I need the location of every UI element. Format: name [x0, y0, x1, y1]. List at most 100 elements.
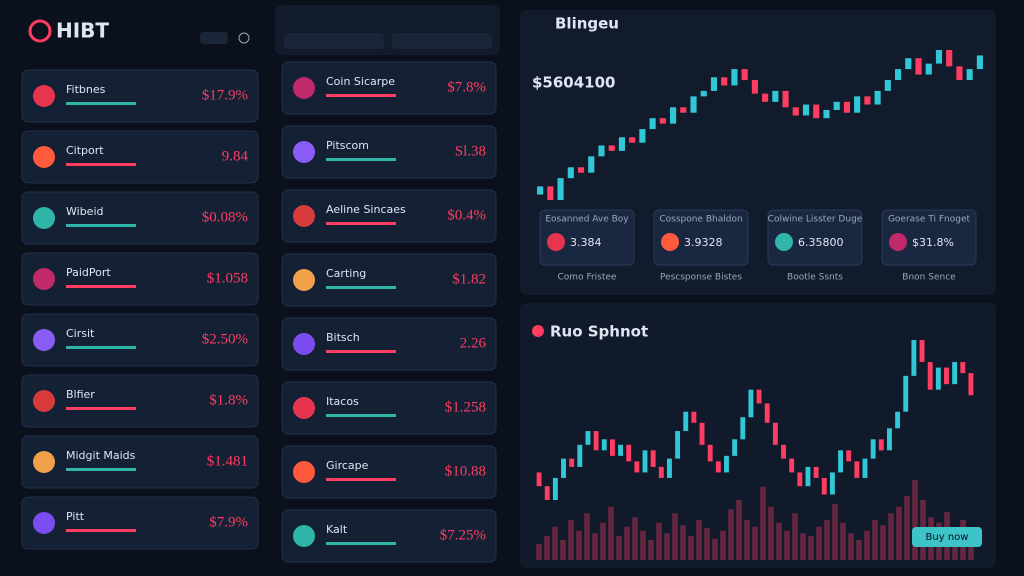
volume-bar	[648, 540, 654, 560]
candle	[838, 450, 843, 473]
logo: HIBT	[56, 19, 109, 43]
stat-caption: Bootle Ssnts	[787, 273, 843, 283]
icon-button[interactable]	[200, 32, 228, 44]
volume-bar	[664, 533, 670, 560]
stat-card	[767, 209, 863, 266]
indicator-bar	[66, 468, 136, 471]
indicator-bar	[326, 542, 396, 545]
list-card[interactable]	[281, 509, 497, 563]
list-card[interactable]	[21, 69, 259, 123]
candle	[741, 69, 748, 80]
buy-button[interactable]	[912, 527, 982, 547]
coin-name: Bitsch	[326, 331, 360, 344]
list-card[interactable]	[281, 445, 497, 499]
list-card[interactable]	[21, 496, 259, 550]
coin-icon	[293, 77, 315, 99]
candle	[567, 167, 574, 179]
candle	[618, 444, 623, 456]
coin-name: Pitt	[66, 510, 85, 523]
tab[interactable]	[284, 33, 384, 49]
coin-icon	[33, 451, 55, 473]
indicator-bar	[326, 350, 396, 353]
candle	[536, 472, 542, 487]
search-icon[interactable]	[238, 32, 250, 44]
candle	[585, 431, 591, 445]
candle	[609, 439, 615, 456]
candle	[864, 96, 871, 105]
candle	[797, 472, 803, 487]
candle	[789, 458, 795, 473]
coin-value: Sl.38	[455, 143, 486, 159]
candle	[878, 439, 884, 451]
candle	[710, 77, 718, 91]
coin-value: $2.50%	[202, 331, 248, 347]
panel-icon	[532, 325, 544, 337]
stat-icon	[889, 233, 907, 251]
tab[interactable]	[392, 33, 492, 49]
candle	[557, 178, 564, 200]
stat-icon	[661, 233, 679, 251]
coin-name: Gircape	[326, 459, 369, 472]
list-card[interactable]	[21, 435, 259, 489]
candle	[966, 69, 973, 80]
list-card[interactable]	[21, 374, 259, 428]
candle	[700, 90, 707, 97]
list-card[interactable]	[21, 191, 259, 245]
list-card[interactable]	[21, 130, 259, 184]
volume-bar	[768, 506, 774, 560]
coin-name: Pitscom	[326, 139, 369, 152]
coin-name: Cirsit	[66, 327, 95, 340]
candle	[944, 367, 949, 385]
list-card[interactable]	[21, 252, 259, 306]
candle	[751, 80, 758, 94]
stat-value: 6.35800	[798, 236, 844, 249]
candle	[919, 340, 925, 363]
volume-bar	[552, 526, 558, 560]
price: $5604100	[532, 74, 616, 92]
stat-caption: Pescsponse Bistes	[660, 273, 742, 283]
candle	[577, 444, 583, 467]
candle	[772, 422, 778, 445]
list-card[interactable]	[281, 61, 497, 115]
candle	[782, 90, 789, 108]
candle	[956, 66, 963, 80]
volume-bar	[592, 533, 598, 560]
coin-name: Itacos	[326, 395, 359, 408]
volume-bar	[632, 517, 638, 560]
volume-bar	[736, 500, 742, 560]
volume-bar	[536, 544, 542, 560]
candle	[968, 373, 974, 396]
candle	[593, 431, 599, 451]
coin-icon	[293, 205, 315, 227]
candle	[658, 466, 664, 478]
stat-caption: Bnon Sence	[902, 273, 956, 283]
coin-icon	[293, 269, 315, 291]
volume-bar	[792, 513, 798, 560]
coin-name: Coin Sicarpe	[326, 75, 395, 88]
volume-bar	[776, 522, 782, 560]
list-card[interactable]	[21, 313, 259, 367]
coin-icon	[293, 397, 315, 419]
candle	[833, 101, 840, 110]
volume-bar	[600, 522, 606, 560]
list-card[interactable]	[281, 189, 497, 243]
list-card[interactable]	[281, 381, 497, 435]
list-card[interactable]	[281, 317, 497, 371]
list-card[interactable]	[281, 253, 497, 307]
candle	[911, 340, 917, 376]
stat-card	[653, 209, 749, 266]
volume-bar	[888, 513, 894, 560]
candle	[895, 411, 901, 429]
candle	[537, 186, 544, 195]
coin-value: $0.08%	[202, 209, 248, 225]
candle	[721, 77, 728, 86]
candle	[915, 58, 922, 75]
candle	[846, 450, 852, 462]
list-card[interactable]	[281, 125, 497, 179]
candle	[884, 80, 891, 91]
volume-bar	[704, 528, 710, 560]
candle	[552, 477, 558, 500]
coin-value: $10.88	[445, 463, 486, 479]
volume-bar	[760, 486, 766, 560]
stat-card	[881, 209, 977, 266]
